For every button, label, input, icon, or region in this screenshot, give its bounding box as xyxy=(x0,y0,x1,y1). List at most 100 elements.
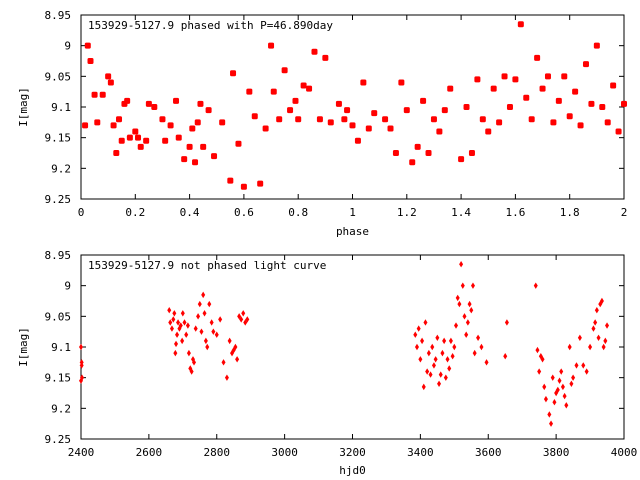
x-axis-label: hjd0 xyxy=(339,464,366,477)
data-point xyxy=(550,374,555,381)
data-point xyxy=(173,349,178,357)
data-point xyxy=(257,180,264,187)
data-point xyxy=(186,143,193,150)
data-point xyxy=(591,325,596,332)
x-tick-label: 2400 xyxy=(68,446,95,459)
data-point xyxy=(349,122,356,129)
x-tick-label: 1.6 xyxy=(505,206,525,219)
data-point xyxy=(476,334,481,341)
data-point xyxy=(335,100,342,107)
data-point xyxy=(251,113,258,120)
data-point xyxy=(354,137,361,144)
data-point xyxy=(246,88,253,95)
data-point xyxy=(504,319,509,326)
data-point xyxy=(615,128,622,135)
data-point xyxy=(235,140,242,147)
data-point xyxy=(574,362,579,369)
data-point xyxy=(189,368,194,375)
data-point xyxy=(454,322,459,329)
data-point xyxy=(572,88,579,95)
data-point xyxy=(577,122,584,129)
data-point xyxy=(168,319,173,326)
data-point xyxy=(463,104,470,110)
data-point xyxy=(79,362,84,369)
data-point xyxy=(295,116,302,123)
data-point xyxy=(118,137,125,144)
data-point xyxy=(599,104,606,110)
x-tick-label: 3000 xyxy=(271,446,298,459)
data-point xyxy=(262,125,269,132)
data-point xyxy=(230,70,237,77)
data-point xyxy=(193,325,198,332)
data-point xyxy=(599,297,604,305)
chart-title: 153929-5127.9 phased with P=46.890day xyxy=(88,19,333,32)
x-tick-label: 1.4 xyxy=(451,206,471,219)
data-point xyxy=(593,319,598,326)
data-point xyxy=(218,316,223,323)
data-point xyxy=(496,119,503,126)
data-point xyxy=(403,107,410,114)
chart-title: 153929-5127.9 not phased light curve xyxy=(88,259,326,272)
data-point xyxy=(409,159,416,166)
data-point xyxy=(268,42,275,49)
data-point xyxy=(184,331,189,338)
data-point xyxy=(203,337,208,345)
data-point xyxy=(464,331,469,338)
data-point xyxy=(327,119,334,126)
data-point xyxy=(428,371,433,378)
y-tick-label: 9.05 xyxy=(45,310,72,323)
data-point xyxy=(387,125,394,132)
data-point xyxy=(430,343,435,351)
data-point xyxy=(360,79,367,86)
data-point xyxy=(472,349,477,357)
data-point xyxy=(135,134,142,141)
data-point xyxy=(224,374,229,381)
data-point xyxy=(116,116,123,123)
data-point xyxy=(167,122,174,129)
data-point xyxy=(567,343,572,351)
data-point xyxy=(105,73,112,80)
data-point xyxy=(425,150,432,156)
x-tick-label: 2600 xyxy=(136,446,163,459)
data-point xyxy=(593,42,600,49)
data-point xyxy=(413,331,418,338)
data-point xyxy=(382,116,389,123)
data-point xyxy=(205,343,210,351)
data-point xyxy=(437,380,442,387)
data-point xyxy=(162,137,169,144)
data-point xyxy=(306,85,313,92)
data-point xyxy=(467,300,472,308)
data-point xyxy=(79,343,83,351)
data-point xyxy=(143,137,150,144)
plot-frame xyxy=(80,254,625,440)
data-point xyxy=(441,107,448,114)
data-point xyxy=(523,94,530,101)
data-point xyxy=(159,116,166,123)
data-point xyxy=(506,104,513,110)
data-point xyxy=(425,368,430,375)
data-point xyxy=(126,134,133,141)
y-tick-label: 9.25 xyxy=(45,193,72,206)
data-point xyxy=(180,337,185,345)
data-point xyxy=(227,337,232,345)
data-point xyxy=(555,386,560,394)
data-point xyxy=(414,343,419,351)
data-point xyxy=(469,307,474,314)
data-point xyxy=(311,48,318,55)
data-point xyxy=(151,104,158,110)
data-point xyxy=(245,316,250,323)
data-point xyxy=(137,143,144,150)
data-point xyxy=(221,359,226,366)
y-tick-label: 9.2 xyxy=(51,162,71,175)
data-point xyxy=(549,420,554,427)
data-point xyxy=(581,362,586,369)
x-tick-label: 4000 xyxy=(611,446,638,459)
data-point xyxy=(145,100,152,107)
y-tick-label: 9 xyxy=(64,40,71,53)
data-point xyxy=(604,119,611,126)
data-point xyxy=(539,85,546,92)
data-point xyxy=(211,153,218,160)
data-point xyxy=(447,85,454,92)
y-tick-label: 9.1 xyxy=(51,101,71,114)
